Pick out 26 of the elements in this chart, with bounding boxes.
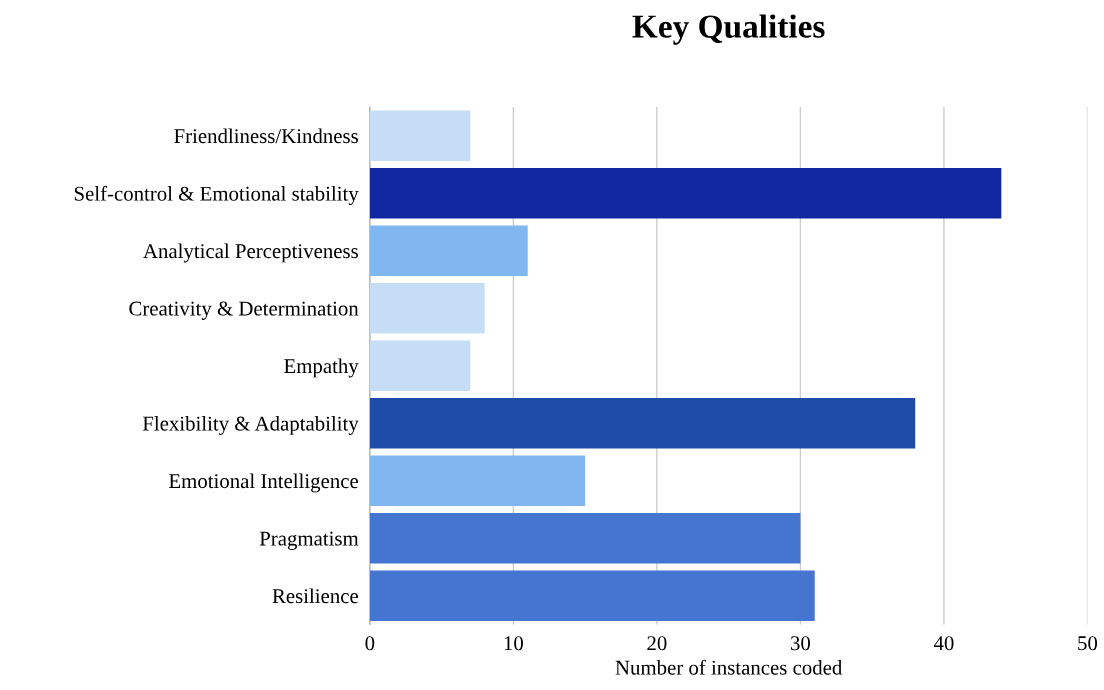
y-tick-label: Pragmatism [259, 531, 359, 550]
y-tick-label: Self-control & Emotional stability [74, 185, 359, 206]
chart-title: Key Qualities [632, 14, 825, 45]
x-tick-label: 20 [647, 636, 667, 651]
bar [369, 225, 528, 276]
y-tick-label: Friendliness/Kindness [174, 128, 358, 144]
y-tick-label: Flexibility & Adaptability [142, 415, 359, 435]
bar [369, 110, 471, 161]
y-tick-label: Creativity & Determination [129, 301, 359, 320]
y-tick-label: Resilience [272, 588, 358, 604]
bar [369, 455, 586, 506]
x-tick-label: 30 [790, 636, 811, 651]
x-tick-label: 40 [933, 636, 954, 651]
y-tick-label: Emotional Intelligence [169, 473, 359, 493]
x-tick-label: 50 [1078, 636, 1098, 651]
bar [369, 282, 485, 334]
bar [369, 512, 801, 564]
x-tick-label: 10 [504, 636, 523, 651]
bar [369, 340, 471, 391]
y-tick-label: Analytical Perceptiveness [143, 243, 358, 263]
bar [369, 167, 1002, 219]
bar [369, 397, 916, 449]
x-tick-label: 0 [365, 636, 375, 651]
x-axis-title: Number of instances coded [615, 659, 843, 675]
bar [369, 570, 815, 621]
y-tick-label: Empathy [284, 358, 359, 378]
